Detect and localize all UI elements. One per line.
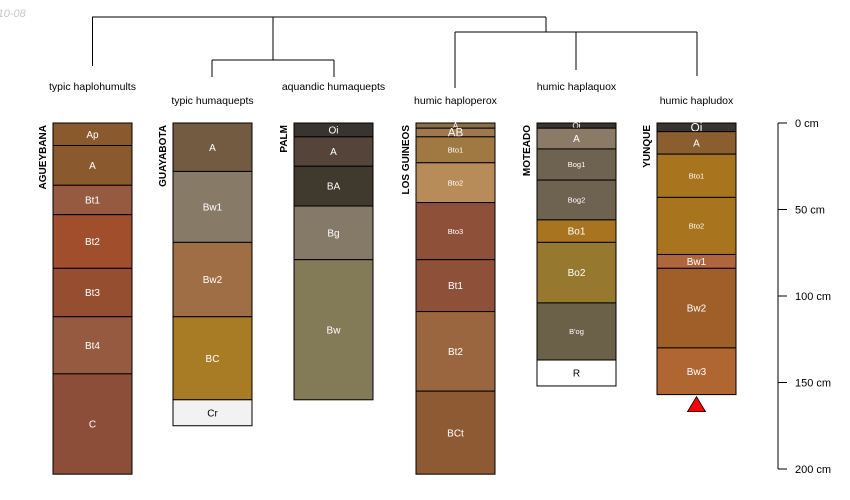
profile-name: AGUEYBANA xyxy=(38,125,49,189)
depth-tick-label: 200 cm xyxy=(795,464,831,476)
horizon-label: Bw1 xyxy=(203,203,223,214)
horizon-block xyxy=(536,148,617,181)
horizon-label: Bto3 xyxy=(448,227,463,236)
horizon-block xyxy=(536,179,617,221)
depth-tick-label: 50 cm xyxy=(795,205,825,217)
horizon-label: Bw2 xyxy=(687,304,707,315)
horizon-label: Bw1 xyxy=(687,257,707,268)
horizon-label: A xyxy=(89,161,96,172)
horizon-block xyxy=(293,205,374,261)
profile-name: MOTEADO xyxy=(522,125,533,176)
depth-tick-label: 0 cm xyxy=(795,118,819,130)
horizon-block xyxy=(293,136,374,167)
horizon-label: Bt1 xyxy=(448,281,463,292)
profile-name: PALM xyxy=(279,125,290,153)
horizon-label: A xyxy=(209,143,216,154)
horizon-label: A xyxy=(453,122,459,131)
horizon-label: Bt3 xyxy=(85,288,100,299)
horizon-label: BCt xyxy=(447,428,464,439)
horizon-block xyxy=(52,373,133,475)
horizon-label: A xyxy=(573,134,580,145)
soil-profile: Ap A Bt1 Bt2 Bt3 Bt4 C AGUEYBANA xyxy=(38,122,133,475)
horizon-block xyxy=(415,311,496,392)
horizon-block xyxy=(172,399,253,427)
horizon-label: C xyxy=(89,420,96,431)
horizon-label: Bt1 xyxy=(85,196,100,207)
profile-name: LOS GUINEOS xyxy=(401,125,412,195)
horizon-block xyxy=(656,347,737,396)
horizon-block xyxy=(415,162,496,204)
profile-name: YUNQUE xyxy=(642,125,653,168)
horizon-label: Bto1 xyxy=(448,146,463,155)
horizon-block xyxy=(52,214,133,269)
bedrock-marker xyxy=(686,395,707,413)
taxon-label: aquandic humaquepts xyxy=(282,81,385,93)
horizon-block xyxy=(656,267,737,349)
horizon-label: Bw2 xyxy=(203,275,223,286)
taxon-label: typic haplohumults xyxy=(49,81,136,93)
horizon-label: Bo1 xyxy=(568,227,586,238)
horizon-block xyxy=(536,241,617,304)
soil-profile: Oi A BA Bg Bw PALM xyxy=(279,122,374,401)
horizon-block xyxy=(52,184,133,216)
horizon-block xyxy=(172,241,253,318)
horizon-label: R xyxy=(573,369,580,380)
horizon-label: Cr xyxy=(207,408,218,419)
horizon-label: Bt2 xyxy=(85,237,100,248)
horizon-block xyxy=(293,165,374,207)
horizon-block xyxy=(52,267,133,318)
horizon-label: BA xyxy=(327,182,341,193)
horizon-block xyxy=(172,170,253,243)
soil-profile: Oi A Bto1 Bto2 Bw1 Bw2 Bw3 YUNQUE xyxy=(642,122,737,413)
dendrogram xyxy=(92,16,698,88)
taxon-label: typic humaquepts xyxy=(171,95,253,107)
horizon-label: Bw3 xyxy=(687,367,707,378)
horizon-label: Bto2 xyxy=(448,178,463,187)
horizon-label: Ap xyxy=(86,130,99,141)
horizon-label: BC xyxy=(206,354,220,365)
depth-axis: 0 cm 50 cm 100 cm 150 cm 200 cm xyxy=(777,118,831,476)
horizon-label: Bto1 xyxy=(689,171,704,180)
horizon-label: Bt2 xyxy=(448,347,463,358)
horizon-label: Oi xyxy=(691,122,703,135)
horizon-block xyxy=(52,316,133,375)
soil-profile: Oi A Bog1 Bog2 Bo1 Bo2 B'og R MOTEADO xyxy=(522,122,617,387)
date-label: -10-08 xyxy=(0,8,26,20)
profile-name: GUAYABOTA xyxy=(158,125,169,187)
horizon-label: Oi xyxy=(329,126,339,137)
horizon-label: Bto2 xyxy=(689,222,704,231)
horizon-block xyxy=(415,136,496,164)
horizon-label: A xyxy=(330,147,337,158)
horizon-label: Bt4 xyxy=(85,341,100,352)
depth-tick-label: 100 cm xyxy=(795,291,831,303)
horizon-label: Bog1 xyxy=(568,160,586,169)
horizon-block xyxy=(293,259,374,401)
horizon-block xyxy=(536,302,617,361)
depth-tick-label: 150 cm xyxy=(795,378,831,390)
horizon-block xyxy=(52,144,133,186)
horizon-block xyxy=(415,202,496,261)
horizon-label: Bw xyxy=(327,325,342,336)
taxon-label: humic haplaquox xyxy=(537,81,617,93)
horizon-label: Bg xyxy=(327,228,339,239)
horizon-block xyxy=(415,259,496,313)
soil-profile: A Bw1 Bw2 BC Cr GUAYABOTA xyxy=(158,122,253,427)
horizon-label: Bog2 xyxy=(568,196,586,205)
horizon-block xyxy=(172,316,253,401)
horizon-label: B'og xyxy=(569,327,584,336)
horizon-block xyxy=(536,359,617,387)
horizon-label: Bo2 xyxy=(568,268,586,279)
horizon-block xyxy=(415,390,496,475)
horizon-label: A xyxy=(693,138,700,149)
horizon-block xyxy=(656,153,737,198)
horizon-label: Oi xyxy=(572,122,580,131)
taxon-label: humic haploperox xyxy=(414,95,498,107)
taxon-label: humic hapludox xyxy=(660,95,734,107)
